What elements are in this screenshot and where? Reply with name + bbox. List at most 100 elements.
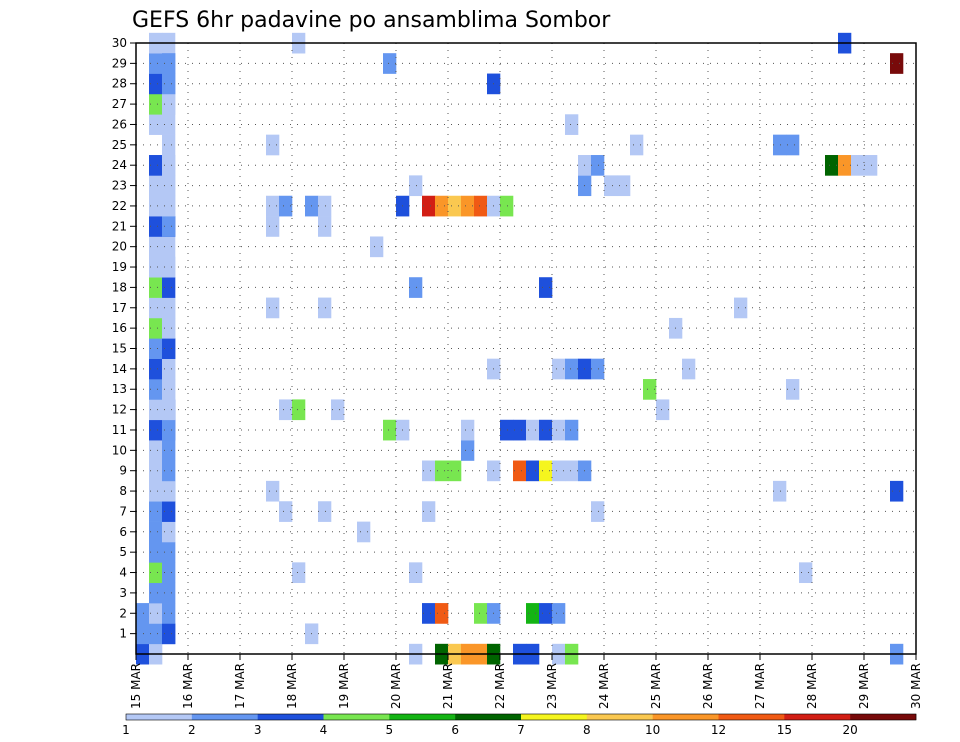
x-tick-label: 16 MAR bbox=[181, 663, 195, 709]
heatmap-cell bbox=[149, 521, 163, 543]
heatmap-cell bbox=[643, 379, 657, 400]
colorbar-swatch bbox=[389, 714, 456, 720]
heatmap-cell bbox=[162, 562, 176, 584]
heatmap-cell bbox=[773, 480, 787, 502]
heatmap-cell bbox=[539, 603, 553, 624]
heatmap-cell bbox=[162, 440, 176, 461]
y-tick-label: 6 bbox=[119, 525, 127, 539]
heatmap-cell bbox=[370, 236, 384, 258]
y-tick-label: 23 bbox=[112, 179, 127, 193]
heatmap-cell bbox=[864, 155, 878, 176]
x-tick-label: 22 MAR bbox=[493, 663, 507, 709]
heatmap-cell bbox=[526, 419, 540, 441]
x-axis: 15 MAR 16 MAR 17 MAR 18 MAR 19 MAR 20 MAR 21 M… bbox=[129, 654, 923, 709]
heatmap-cell bbox=[279, 195, 293, 217]
heatmap-cell bbox=[162, 338, 176, 359]
heatmap-cell bbox=[435, 460, 449, 482]
y-tick-label: 22 bbox=[112, 199, 127, 213]
heatmap-cell bbox=[825, 155, 839, 176]
heatmap-cell bbox=[630, 134, 644, 156]
y-tick-label: 18 bbox=[112, 280, 127, 294]
heatmap-cell bbox=[279, 501, 293, 522]
heatmap-cell bbox=[162, 277, 176, 298]
x-tick-label: 18 MAR bbox=[285, 663, 299, 709]
heatmap-cell bbox=[162, 541, 176, 563]
y-tick-label: 11 bbox=[112, 423, 127, 437]
heatmap-cell bbox=[149, 73, 163, 95]
heatmap-cell bbox=[500, 195, 514, 217]
colorbar-label: 20 bbox=[843, 723, 858, 737]
colorbar-legend: 1 2 3 4 5 6 7 8 10 12 15 20 bbox=[122, 713, 917, 737]
x-tick-label: 25 MAR bbox=[649, 663, 663, 709]
heatmap-cell bbox=[162, 603, 176, 624]
y-tick-label: 26 bbox=[112, 117, 127, 131]
y-tick-label: 13 bbox=[112, 382, 127, 396]
heatmap-cell bbox=[149, 297, 163, 319]
heatmap-cell bbox=[292, 399, 306, 421]
x-tick-label: 24 MAR bbox=[597, 663, 611, 709]
heatmap-cell bbox=[162, 501, 176, 522]
heatmap-cell bbox=[149, 541, 163, 563]
heatmap-cell bbox=[149, 216, 163, 237]
heatmap-cell bbox=[656, 399, 670, 421]
y-tick-label: 3 bbox=[119, 586, 127, 600]
heatmap-cell bbox=[422, 460, 436, 482]
heatmap-cell bbox=[838, 155, 852, 176]
heatmap-cell bbox=[149, 277, 163, 298]
heatmap-cell bbox=[162, 256, 176, 278]
heatmap-cell bbox=[448, 460, 462, 482]
heatmap-cell bbox=[526, 603, 540, 624]
heatmap-cell bbox=[734, 297, 748, 319]
heatmap-cell bbox=[136, 623, 150, 645]
heatmap-cell bbox=[162, 623, 176, 645]
heatmap-cell bbox=[162, 480, 176, 502]
heatmap-cell bbox=[162, 297, 176, 319]
colorbar-swatch bbox=[521, 714, 588, 720]
heatmap-cell bbox=[539, 277, 553, 298]
heatmap-cell bbox=[149, 175, 163, 197]
y-tick-label: 27 bbox=[112, 97, 127, 111]
x-tick-label: 23 MAR bbox=[545, 663, 559, 709]
heatmap-cell bbox=[448, 195, 462, 217]
heatmap-cell bbox=[409, 277, 423, 298]
colorbar-swatch bbox=[586, 714, 653, 720]
heatmap-cell bbox=[474, 603, 488, 624]
heatmap-cell bbox=[162, 460, 176, 482]
heatmap-cell bbox=[266, 195, 280, 217]
heatmap-cell bbox=[331, 399, 345, 421]
y-tick-label: 2 bbox=[119, 606, 127, 620]
y-tick-label: 4 bbox=[119, 566, 127, 580]
y-tick-label: 30 bbox=[112, 36, 127, 50]
heatmap-cell bbox=[149, 379, 163, 400]
y-axis: 1234567891011121314151617181920212223242… bbox=[112, 36, 136, 641]
heatmap-cell bbox=[149, 440, 163, 461]
heatmap-cell bbox=[513, 460, 527, 482]
heatmap-cell bbox=[318, 501, 332, 522]
heatmap-cell bbox=[539, 460, 553, 482]
heatmap-cell bbox=[149, 562, 163, 584]
heatmap-cell bbox=[149, 53, 163, 74]
colorbar-swatch bbox=[323, 714, 390, 720]
x-tick-label: 28 MAR bbox=[805, 663, 819, 709]
y-tick-label: 25 bbox=[112, 138, 127, 152]
heatmap-cell bbox=[617, 175, 631, 197]
heatmap-cell bbox=[149, 623, 163, 645]
heatmap-cell bbox=[318, 297, 332, 319]
colorbar-swatch bbox=[718, 714, 785, 720]
heatmap-cell bbox=[318, 195, 332, 217]
y-tick-label: 20 bbox=[112, 240, 127, 254]
heatmap-cell bbox=[149, 114, 163, 135]
heatmap-cell bbox=[149, 480, 163, 502]
heatmap-cell bbox=[162, 521, 176, 543]
heatmap-cell bbox=[149, 358, 163, 380]
heatmap-cell bbox=[890, 480, 904, 502]
heatmap-cell bbox=[565, 419, 579, 441]
heatmap-cell bbox=[422, 603, 436, 624]
heatmap-cell bbox=[149, 236, 163, 258]
y-tick-label: 15 bbox=[112, 342, 127, 356]
heatmap-cell bbox=[149, 155, 163, 176]
colorbar-label: 15 bbox=[777, 723, 792, 737]
heatmap-cell bbox=[383, 53, 397, 74]
heatmap-cell bbox=[149, 419, 163, 441]
